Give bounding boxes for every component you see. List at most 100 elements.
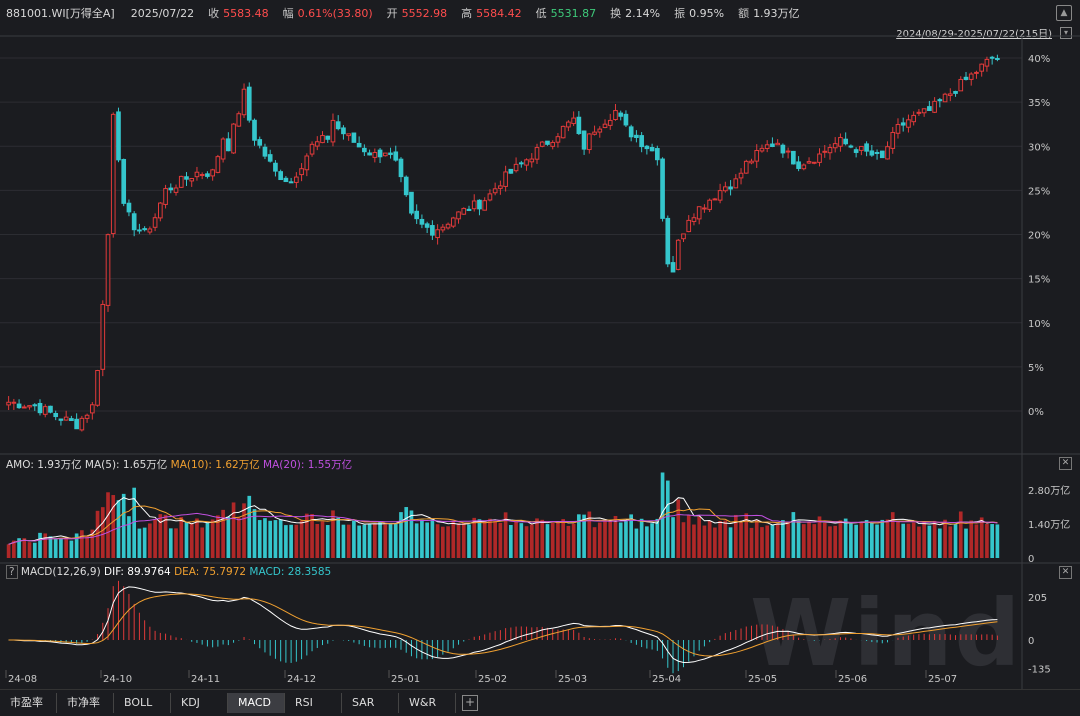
candle-body: [220, 138, 226, 160]
volume-bar: [48, 536, 53, 558]
candle-body: [675, 239, 681, 270]
candle-series: [6, 54, 1000, 432]
volume-bar: [74, 533, 79, 558]
help-icon[interactable]: ?: [6, 565, 18, 579]
volume-bar: [990, 524, 994, 558]
candle-body: [16, 403, 22, 409]
price-tick-label: 20%: [1028, 231, 1050, 242]
candle-body: [963, 76, 969, 80]
candle-body: [974, 71, 979, 74]
tab-pb[interactable]: 市净率: [57, 693, 114, 713]
tab-macd[interactable]: MACD: [228, 693, 285, 713]
candle-body: [524, 159, 529, 166]
candle-body: [806, 161, 812, 164]
volume-bar: [195, 518, 199, 558]
volume-bar: [236, 517, 241, 558]
tab-boll[interactable]: BOLL: [114, 693, 171, 713]
candle-body: [199, 174, 205, 177]
wind-watermark: Wind: [750, 580, 1023, 687]
volume-bar: [927, 525, 932, 558]
volume-bar: [608, 520, 613, 558]
candle-body: [832, 143, 838, 149]
candle-body: [655, 148, 660, 161]
volume-bar: [430, 518, 435, 558]
candle-body: [691, 217, 697, 223]
candle-body: [754, 150, 760, 162]
volume-bar: [728, 527, 733, 558]
candle-body: [445, 223, 451, 229]
date-range-link[interactable]: 2024/08/29-2025/07/22(215日): [896, 29, 1052, 40]
volume-bar: [304, 513, 309, 558]
volume-bar: [969, 520, 974, 558]
candle-body: [382, 152, 388, 157]
volume-bar: [922, 521, 926, 558]
candle-body: [466, 208, 472, 211]
volume-bar: [655, 518, 660, 558]
candle-body: [95, 369, 100, 406]
volume-bar: [718, 520, 722, 558]
tab-rsi[interactable]: RSI: [285, 693, 342, 713]
tab-sar[interactable]: SAR: [342, 693, 399, 713]
volume-bar: [603, 520, 607, 558]
volume-bar: [64, 539, 68, 558]
volume-bar: [414, 523, 419, 558]
candle-body: [294, 176, 299, 183]
amount-label: 额: [738, 7, 750, 20]
candle-body: [597, 128, 603, 133]
candle-body: [550, 141, 556, 147]
candle-body: [126, 202, 132, 213]
volume-bar: [17, 538, 21, 558]
volume-bar: [435, 524, 440, 558]
candlestick-chart[interactable]: 40%35%30%25%20%15%10%5%0% 2.80万亿1.40万亿0 …: [0, 0, 1080, 690]
volume-bar: [472, 517, 477, 558]
candle-body: [367, 152, 372, 156]
candle-body: [791, 150, 796, 165]
ma5-label: MA(5): 1.65万亿: [84, 459, 168, 471]
candle-body: [440, 226, 446, 231]
volume-bar: [838, 520, 843, 558]
candle-body: [895, 124, 901, 134]
high-label: 高: [461, 7, 473, 20]
date-tick-label: 24-12: [287, 674, 316, 685]
volume-bar: [880, 519, 885, 558]
candle-body: [665, 217, 671, 265]
tab-wr[interactable]: W&R: [399, 693, 456, 713]
add-tab-icon[interactable]: +: [462, 695, 478, 711]
date-tick-label: 25-04: [652, 674, 681, 685]
price-tick-label: 15%: [1028, 275, 1050, 286]
candle-body: [968, 73, 974, 80]
volume-bar: [168, 528, 173, 558]
candle-body: [189, 177, 195, 182]
candle-body: [6, 401, 11, 406]
volume-bar: [456, 523, 461, 558]
range-toggle-icon[interactable]: ▾: [1060, 27, 1072, 39]
tab-pe[interactable]: 市盈率: [0, 693, 57, 713]
volume-bar: [53, 538, 58, 558]
candle-body: [231, 123, 236, 154]
candle-body: [116, 111, 121, 161]
volume-bar: [100, 507, 105, 558]
volume-bar: [441, 526, 445, 558]
tab-kdj[interactable]: KDJ: [171, 693, 228, 713]
collapse-icon[interactable]: ▲: [1056, 5, 1072, 21]
candle-body: [801, 164, 807, 170]
close-macd-panel-icon[interactable]: ✕: [1059, 566, 1072, 579]
candle-body: [388, 152, 393, 155]
volume-bar: [383, 524, 388, 558]
volume-bar: [341, 524, 346, 558]
close-volume-panel-icon[interactable]: ✕: [1059, 457, 1072, 470]
candle-body: [932, 100, 937, 113]
volume-bar: [692, 524, 696, 558]
volume-bar: [906, 523, 911, 558]
volume-bar: [27, 542, 32, 558]
close-label: 收: [208, 7, 220, 20]
candle-body: [346, 133, 351, 137]
volume-bar: [577, 514, 581, 558]
candle-body: [749, 160, 754, 164]
macd-tick-label: 0: [1028, 636, 1034, 647]
candle-body: [670, 262, 676, 273]
volume-bars: [6, 472, 1000, 558]
candle-body: [780, 144, 786, 154]
candle-body: [471, 200, 477, 210]
date-tick-label: 24-11: [191, 674, 220, 685]
